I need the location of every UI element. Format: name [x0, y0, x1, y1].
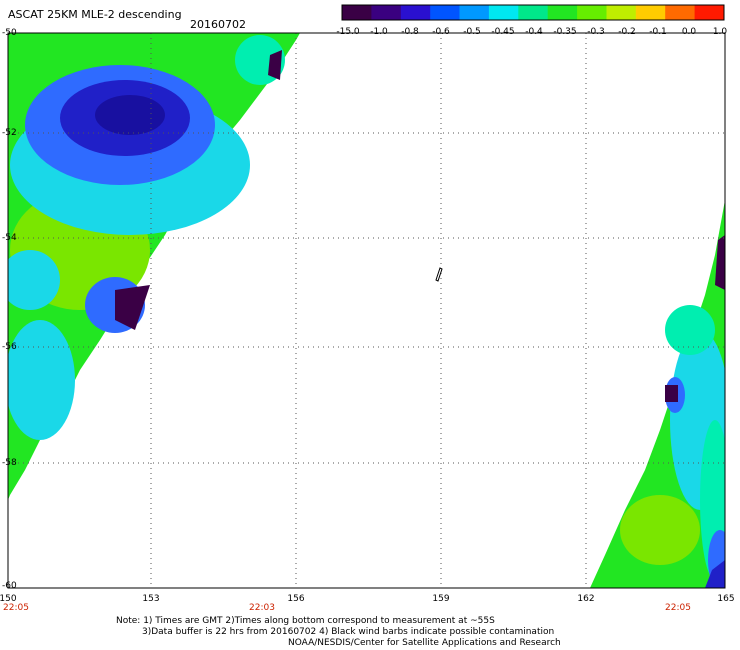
product-date: 20160702 — [190, 18, 246, 31]
colorbar — [341, 4, 725, 21]
time-label: 22:03 — [249, 603, 275, 613]
colorbar-segment — [694, 5, 725, 20]
lon-label: 165 — [717, 594, 735, 604]
colorbar-segment — [518, 5, 549, 20]
colorbar-segment — [635, 5, 666, 20]
colorbar-segment — [547, 5, 578, 20]
lat-label: -54 — [2, 233, 17, 243]
colorbar-segment — [430, 5, 461, 20]
colorbar-tick-label: -0.3 — [587, 27, 605, 37]
colorbar-tick-label: -0.8 — [401, 27, 419, 37]
colorbar-tick-label: -0.2 — [618, 27, 636, 37]
colorbar-tick-label: -0.4 — [525, 27, 543, 37]
swath-region — [665, 385, 678, 402]
colorbar-tick-label: -15.0 — [336, 27, 360, 37]
swath-region — [665, 305, 715, 355]
swath-region — [620, 495, 700, 565]
note-line-1: Note: 1) Times are GMT 2)Times along bot… — [116, 616, 495, 626]
swath-region — [115, 285, 150, 330]
note-line-2: 3)Data buffer is 22 hrs from 20160702 4)… — [142, 627, 555, 637]
colorbar-tick-label: -0.45 — [491, 27, 515, 37]
lat-label: -56 — [2, 342, 17, 352]
note-line-3: NOAA/NESDIS/Center for Satellite Applica… — [288, 638, 561, 648]
colorbar-tick-label: -0.6 — [432, 27, 450, 37]
colorbar-segment — [488, 5, 519, 20]
lat-label: -50 — [2, 28, 17, 38]
colorbar-segment — [459, 5, 490, 20]
colorbar-segment — [371, 5, 402, 20]
lat-label: -58 — [2, 458, 17, 468]
swath-region — [8, 250, 60, 310]
swath-region — [95, 95, 165, 135]
lon-label: 153 — [142, 594, 160, 604]
colorbar-segment — [665, 5, 696, 20]
wind-barb-icon — [435, 267, 443, 282]
lon-label: 156 — [287, 594, 305, 604]
lon-label: 162 — [577, 594, 595, 604]
colorbar-tick-label: 1.0 — [712, 27, 728, 37]
swath-region — [705, 560, 725, 588]
colorbar-tick-label: 0.0 — [681, 27, 697, 37]
colorbar-segment — [577, 5, 607, 20]
colorbar-tick-label: -0.35 — [553, 27, 577, 37]
map-frame — [7, 32, 726, 589]
lon-label: 159 — [432, 594, 450, 604]
lat-label: -60 — [2, 581, 17, 591]
swath-region — [715, 235, 725, 290]
swath-region — [8, 320, 75, 440]
colorbar-frame — [341, 4, 725, 21]
colorbar-tick-label: -1.0 — [370, 27, 388, 37]
time-label: 22:05 — [3, 603, 29, 613]
colorbar-segment — [342, 5, 372, 20]
wind-map[interactable] — [0, 0, 740, 600]
colorbar-tick-label: -0.1 — [649, 27, 667, 37]
colorbar-segment — [400, 5, 431, 20]
colorbar-tick-label: -0.5 — [463, 27, 481, 37]
colorbar-segment — [606, 5, 637, 20]
product-title: ASCAT 25KM MLE-2 descending — [8, 8, 182, 21]
swath-region — [268, 50, 282, 80]
lat-label: -52 — [2, 128, 17, 138]
lon-label: 150 — [0, 594, 17, 604]
time-label: 22:05 — [665, 603, 691, 613]
